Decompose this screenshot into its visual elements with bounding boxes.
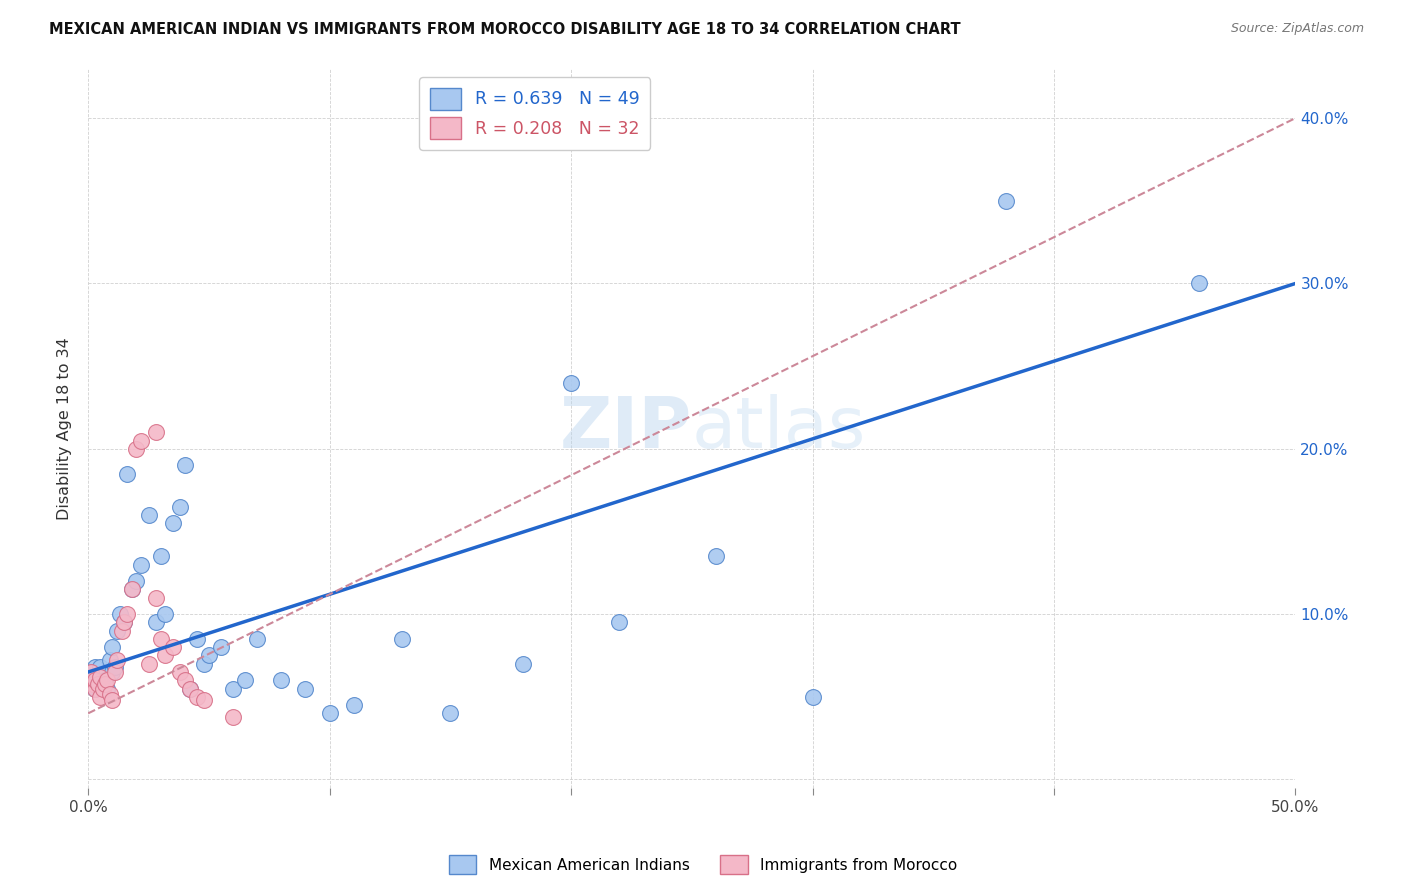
- Point: [233, 673, 256, 688]
- Point: [294, 681, 316, 696]
- Point: [155, 648, 177, 663]
- Point: [104, 660, 127, 674]
- Point: [162, 640, 184, 655]
- Text: MEXICAN AMERICAN INDIAN VS IMMIGRANTS FROM MOROCCO DISABILITY AGE 18 TO 34 CORRE: MEXICAN AMERICAN INDIAN VS IMMIGRANTS FR…: [49, 22, 960, 37]
- Y-axis label: Disability Age 18 to 34: Disability Age 18 to 34: [58, 337, 72, 519]
- Point: [145, 591, 167, 605]
- Point: [169, 500, 191, 514]
- Text: atlas: atlas: [692, 393, 866, 463]
- Point: [101, 693, 124, 707]
- Point: [179, 681, 201, 696]
- Point: [186, 632, 208, 646]
- Point: [98, 686, 121, 700]
- Point: [84, 681, 107, 696]
- Point: [94, 676, 117, 690]
- Legend: R = 0.639   N = 49, R = 0.208   N = 32: R = 0.639 N = 49, R = 0.208 N = 32: [419, 78, 650, 150]
- Point: [82, 673, 104, 688]
- Point: [115, 607, 138, 622]
- Point: [138, 508, 160, 522]
- Point: [101, 665, 124, 679]
- Point: [96, 681, 118, 696]
- Point: [84, 673, 107, 688]
- Point: [84, 681, 107, 696]
- Point: [129, 434, 152, 448]
- Point: [246, 632, 269, 646]
- Point: [89, 660, 111, 674]
- Point: [105, 653, 128, 667]
- Text: ZIP: ZIP: [560, 393, 692, 463]
- Point: [173, 458, 195, 473]
- Point: [89, 670, 111, 684]
- Point: [186, 690, 208, 704]
- Point: [89, 690, 111, 704]
- Point: [115, 467, 138, 481]
- Point: [173, 673, 195, 688]
- Point: [222, 709, 245, 723]
- Point: [318, 706, 340, 721]
- Point: [179, 681, 201, 696]
- Point: [145, 615, 167, 630]
- Point: [112, 615, 135, 630]
- Point: [121, 582, 143, 597]
- Point: [108, 607, 131, 622]
- Point: [560, 376, 582, 390]
- Point: [994, 194, 1017, 208]
- Point: [87, 676, 110, 690]
- Point: [104, 665, 127, 679]
- Point: [112, 615, 135, 630]
- Point: [94, 673, 117, 688]
- Point: [149, 549, 172, 564]
- Point: [198, 648, 221, 663]
- Point: [96, 673, 118, 688]
- Text: Source: ZipAtlas.com: Source: ZipAtlas.com: [1230, 22, 1364, 36]
- Point: [222, 681, 245, 696]
- Point: [89, 670, 111, 684]
- Point: [609, 615, 631, 630]
- Point: [79, 665, 101, 679]
- Point: [169, 665, 191, 679]
- Point: [91, 676, 114, 690]
- Point: [138, 657, 160, 671]
- Point: [439, 706, 461, 721]
- Point: [145, 425, 167, 440]
- Point: [87, 676, 110, 690]
- Point: [704, 549, 727, 564]
- Point: [82, 676, 104, 690]
- Point: [79, 665, 101, 679]
- Point: [111, 624, 134, 638]
- Point: [129, 558, 152, 572]
- Point: [193, 693, 215, 707]
- Point: [98, 653, 121, 667]
- Point: [391, 632, 413, 646]
- Point: [155, 607, 177, 622]
- Point: [121, 582, 143, 597]
- Point: [1188, 277, 1211, 291]
- Point: [343, 698, 366, 712]
- Point: [270, 673, 292, 688]
- Point: [125, 442, 148, 456]
- Legend: Mexican American Indians, Immigrants from Morocco: Mexican American Indians, Immigrants fro…: [443, 849, 963, 880]
- Point: [105, 624, 128, 638]
- Point: [512, 657, 534, 671]
- Point: [101, 640, 124, 655]
- Point: [801, 690, 824, 704]
- Point: [125, 574, 148, 588]
- Point: [162, 516, 184, 531]
- Point: [193, 657, 215, 671]
- Point: [209, 640, 232, 655]
- Point: [91, 681, 114, 696]
- Point: [84, 660, 107, 674]
- Point: [149, 632, 172, 646]
